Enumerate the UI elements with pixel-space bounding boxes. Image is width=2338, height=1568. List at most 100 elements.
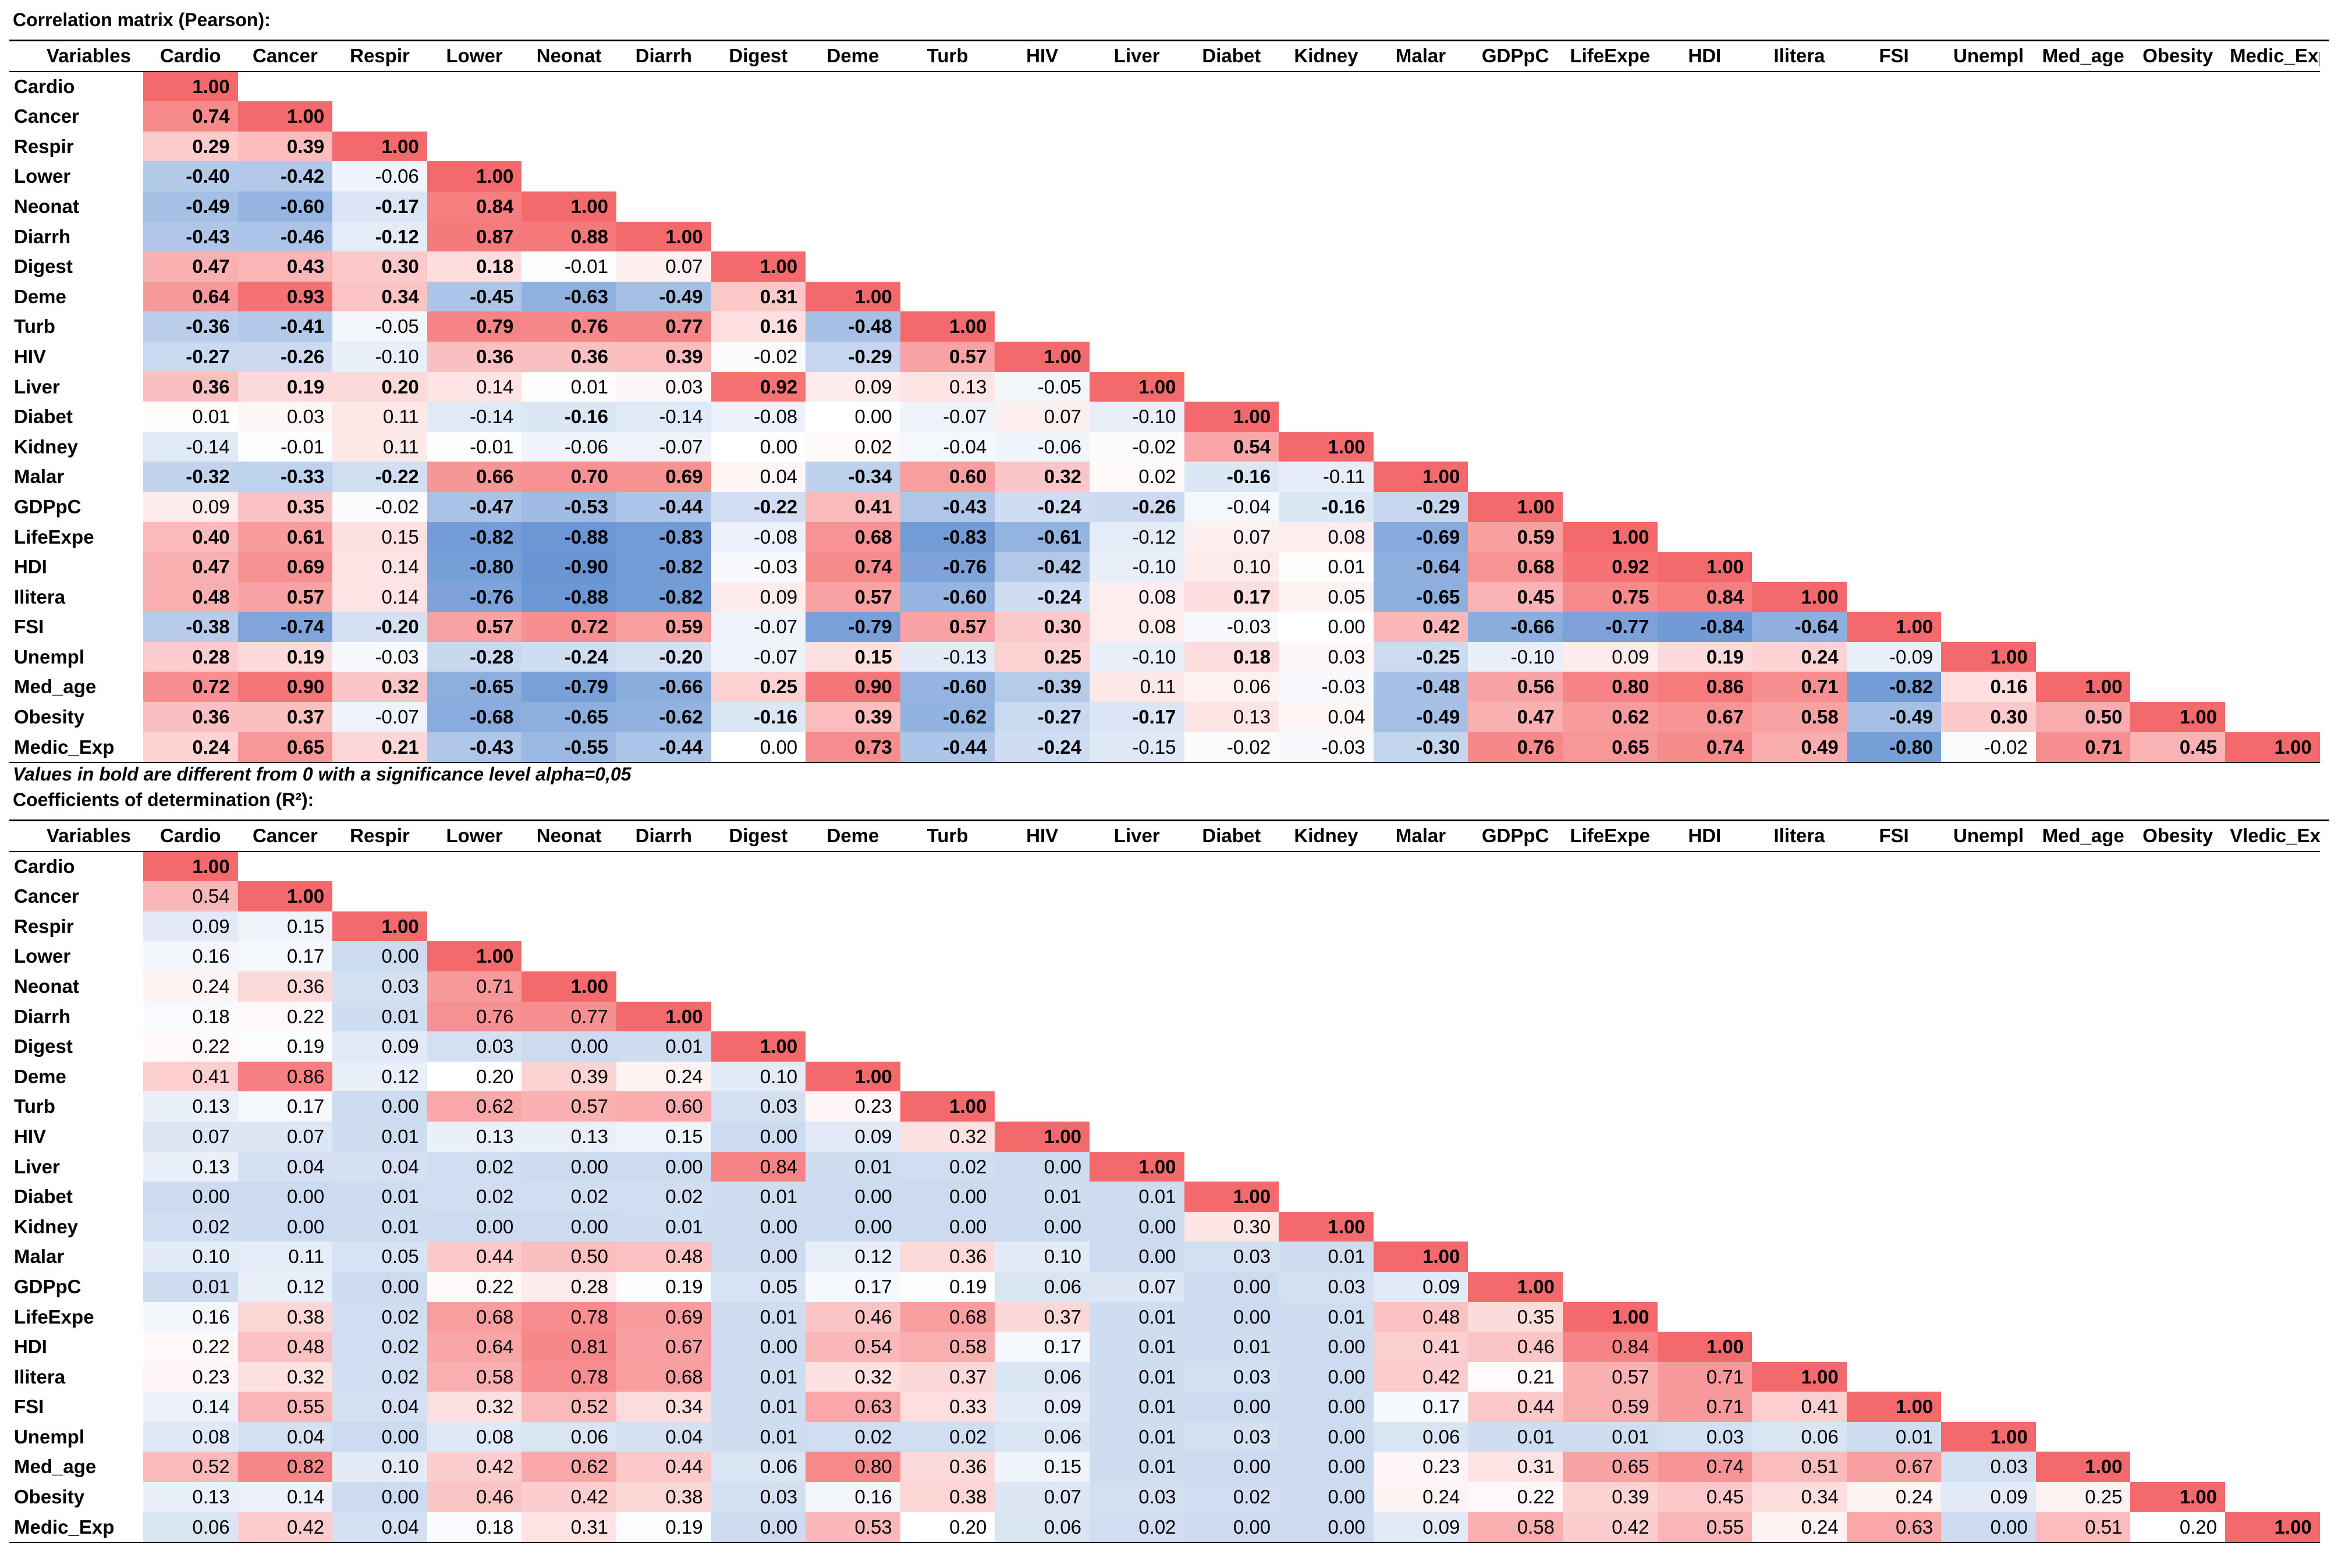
pearson-empty-cell	[1563, 72, 1658, 102]
r2-empty-cell	[1090, 1062, 1184, 1092]
pearson-cell: -0.38	[143, 612, 238, 642]
pearson-cell: -0.20	[616, 641, 711, 672]
pearson-empty-cell	[1658, 432, 1752, 462]
pearson-empty-cell	[1847, 432, 1942, 462]
r2-empty-cell	[1658, 1241, 1752, 1272]
r2-cell: 0.24	[1846, 1482, 1942, 1512]
r2-cell: 0.02	[900, 1151, 995, 1182]
pearson-empty-cell	[1468, 132, 1563, 162]
pearson-empty-cell	[1847, 311, 1942, 342]
pearson-empty-cell	[711, 72, 806, 102]
r2-empty-cell	[806, 971, 900, 1002]
pearson-empty-cell	[2036, 552, 2131, 582]
r2-empty-cell	[1658, 1091, 1752, 1122]
r2-row: Obesity 0.13 0.14 0.00 0.46 0.42 0.38 0.03 0.16 0…	[9, 1482, 2320, 1512]
r2-empty-cell	[1374, 941, 1468, 971]
r2-empty-cell	[2036, 881, 2131, 911]
r2-empty-cell	[1563, 1031, 1658, 1062]
pearson-empty-cell	[1941, 462, 2036, 492]
pearson-empty-cell	[1941, 251, 2036, 282]
r2-empty-cell	[2130, 1302, 2225, 1332]
pearson-row-label: Turb	[14, 315, 55, 338]
pearson-cell: 0.59	[1468, 522, 1563, 552]
r2-cell: 0.84	[711, 1151, 806, 1182]
r2-cell: 0.13	[143, 1482, 238, 1512]
r2-empty-cell	[2130, 1392, 2225, 1422]
pearson-cell: 0.11	[332, 402, 427, 432]
r2-cell: 1.00	[900, 1091, 995, 1122]
r2-empty-cell	[1941, 852, 2036, 882]
r2-empty-cell	[2130, 1122, 2225, 1152]
r2-row: Ilitera 0.23 0.32 0.02 0.58 0.78 0.68 0.01 0.32 0…	[9, 1361, 2320, 1392]
r2-cell: 0.00	[616, 1151, 711, 1182]
r2-empty-cell	[806, 1002, 900, 1032]
pearson-row-label: Obesity	[14, 706, 85, 728]
r2-cell: 0.02	[332, 1332, 427, 1362]
r2-column-header: Med_age	[2035, 821, 2131, 852]
r2-cell: 0.00	[1279, 1421, 1374, 1452]
r2-empty-cell	[1374, 1031, 1468, 1062]
r2-cell: 0.20	[2130, 1512, 2226, 1544]
r2-cell: 0.24	[1373, 1482, 1468, 1512]
pearson-empty-cell	[2036, 132, 2131, 162]
pearson-cell: 0.09	[1562, 641, 1658, 672]
pearson-row: GDPpC 0.09 0.35 -0.02 -0.47 -0.53 -0.44 -0.22 0.…	[9, 491, 2320, 522]
pearson-cell: -0.07	[711, 612, 806, 642]
r2-cell: 0.32	[900, 1121, 995, 1152]
pearson-cell: 0.66	[427, 462, 522, 492]
pearson-column-header: Neonat	[521, 41, 616, 72]
pearson-cell: 0.75	[1562, 581, 1658, 612]
r2-empty-cell	[2036, 1091, 2131, 1122]
r2-empty-cell	[616, 971, 711, 1002]
r2-row: Malar 0.10 0.11 0.05 0.44 0.50 0.48 0.00 0.12 0.3…	[9, 1241, 2320, 1272]
pearson-empty-cell	[2036, 462, 2131, 492]
r2-cell: 0.00	[1089, 1211, 1184, 1242]
pearson-cell: 0.16	[711, 311, 806, 342]
r2-empty-cell	[2130, 1031, 2225, 1062]
r2-cell: 0.00	[1184, 1392, 1279, 1422]
pearson-empty-cell	[1752, 522, 1847, 552]
r2-cell: 0.65	[1562, 1452, 1658, 1482]
r2-cell: 0.31	[521, 1512, 616, 1544]
pearson-empty-cell	[2036, 282, 2131, 312]
r2-empty-cell	[1184, 881, 1279, 911]
r2-empty-cell	[1752, 1091, 1847, 1122]
r2-cell: 0.10	[332, 1452, 427, 1482]
r2-header-row: Variables Cardio Cancer Respir Lower Neonat Di…	[9, 821, 2320, 852]
r2-cell: 0.01	[332, 1211, 427, 1242]
r2-empty-cell	[1468, 1031, 1563, 1062]
r2-empty-cell	[2225, 881, 2320, 911]
r2-empty-cell	[1847, 1002, 1942, 1032]
r2-cell: 0.03	[1089, 1482, 1184, 1512]
pearson-cell: 0.49	[1752, 732, 1847, 764]
r2-cell: 0.62	[427, 1091, 522, 1122]
pearson-row: Malar -0.32 -0.33 -0.22 0.66 0.70 0.69 0.04 -0.3…	[9, 462, 2320, 492]
r2-empty-cell	[2225, 971, 2320, 1002]
r2-empty-cell	[1468, 1002, 1563, 1032]
pearson-cell: 0.02	[1089, 462, 1184, 492]
pearson-cell: 0.57	[900, 612, 995, 642]
r2-cell: 0.39	[521, 1061, 616, 1092]
pearson-empty-cell	[806, 101, 900, 132]
pearson-row: Cancer 0.74 1.00	[9, 101, 2320, 132]
r2-cell: 1.00	[427, 941, 522, 971]
pearson-empty-cell	[1090, 251, 1184, 282]
pearson-empty-cell	[1847, 101, 1942, 132]
pearson-cell: 0.35	[237, 491, 333, 522]
r2-cell: 0.01	[1468, 1421, 1563, 1452]
pearson-cell: -0.03	[711, 552, 806, 582]
pearson-cell: -0.43	[427, 732, 522, 764]
r2-cell: 0.08	[427, 1421, 522, 1452]
pearson-empty-cell	[616, 132, 711, 162]
pearson-correlation-matrix: Variables Cardio Cancer Respir Lower Neonat Di…	[9, 41, 2320, 764]
r2-cell: 0.77	[521, 1001, 616, 1032]
pearson-cell: -0.22	[332, 462, 427, 492]
r2-cell: 0.00	[332, 1091, 427, 1122]
r2-cell: 0.19	[900, 1271, 995, 1302]
r2-cell: 1.00	[2130, 1482, 2226, 1512]
pearson-row-label: FSI	[14, 616, 44, 638]
pearson-cell: -0.82	[1846, 672, 1942, 703]
pearson-cell: 0.68	[1468, 552, 1563, 582]
pearson-column-header: Lower	[427, 41, 522, 72]
r2-empty-cell	[1279, 971, 1374, 1002]
